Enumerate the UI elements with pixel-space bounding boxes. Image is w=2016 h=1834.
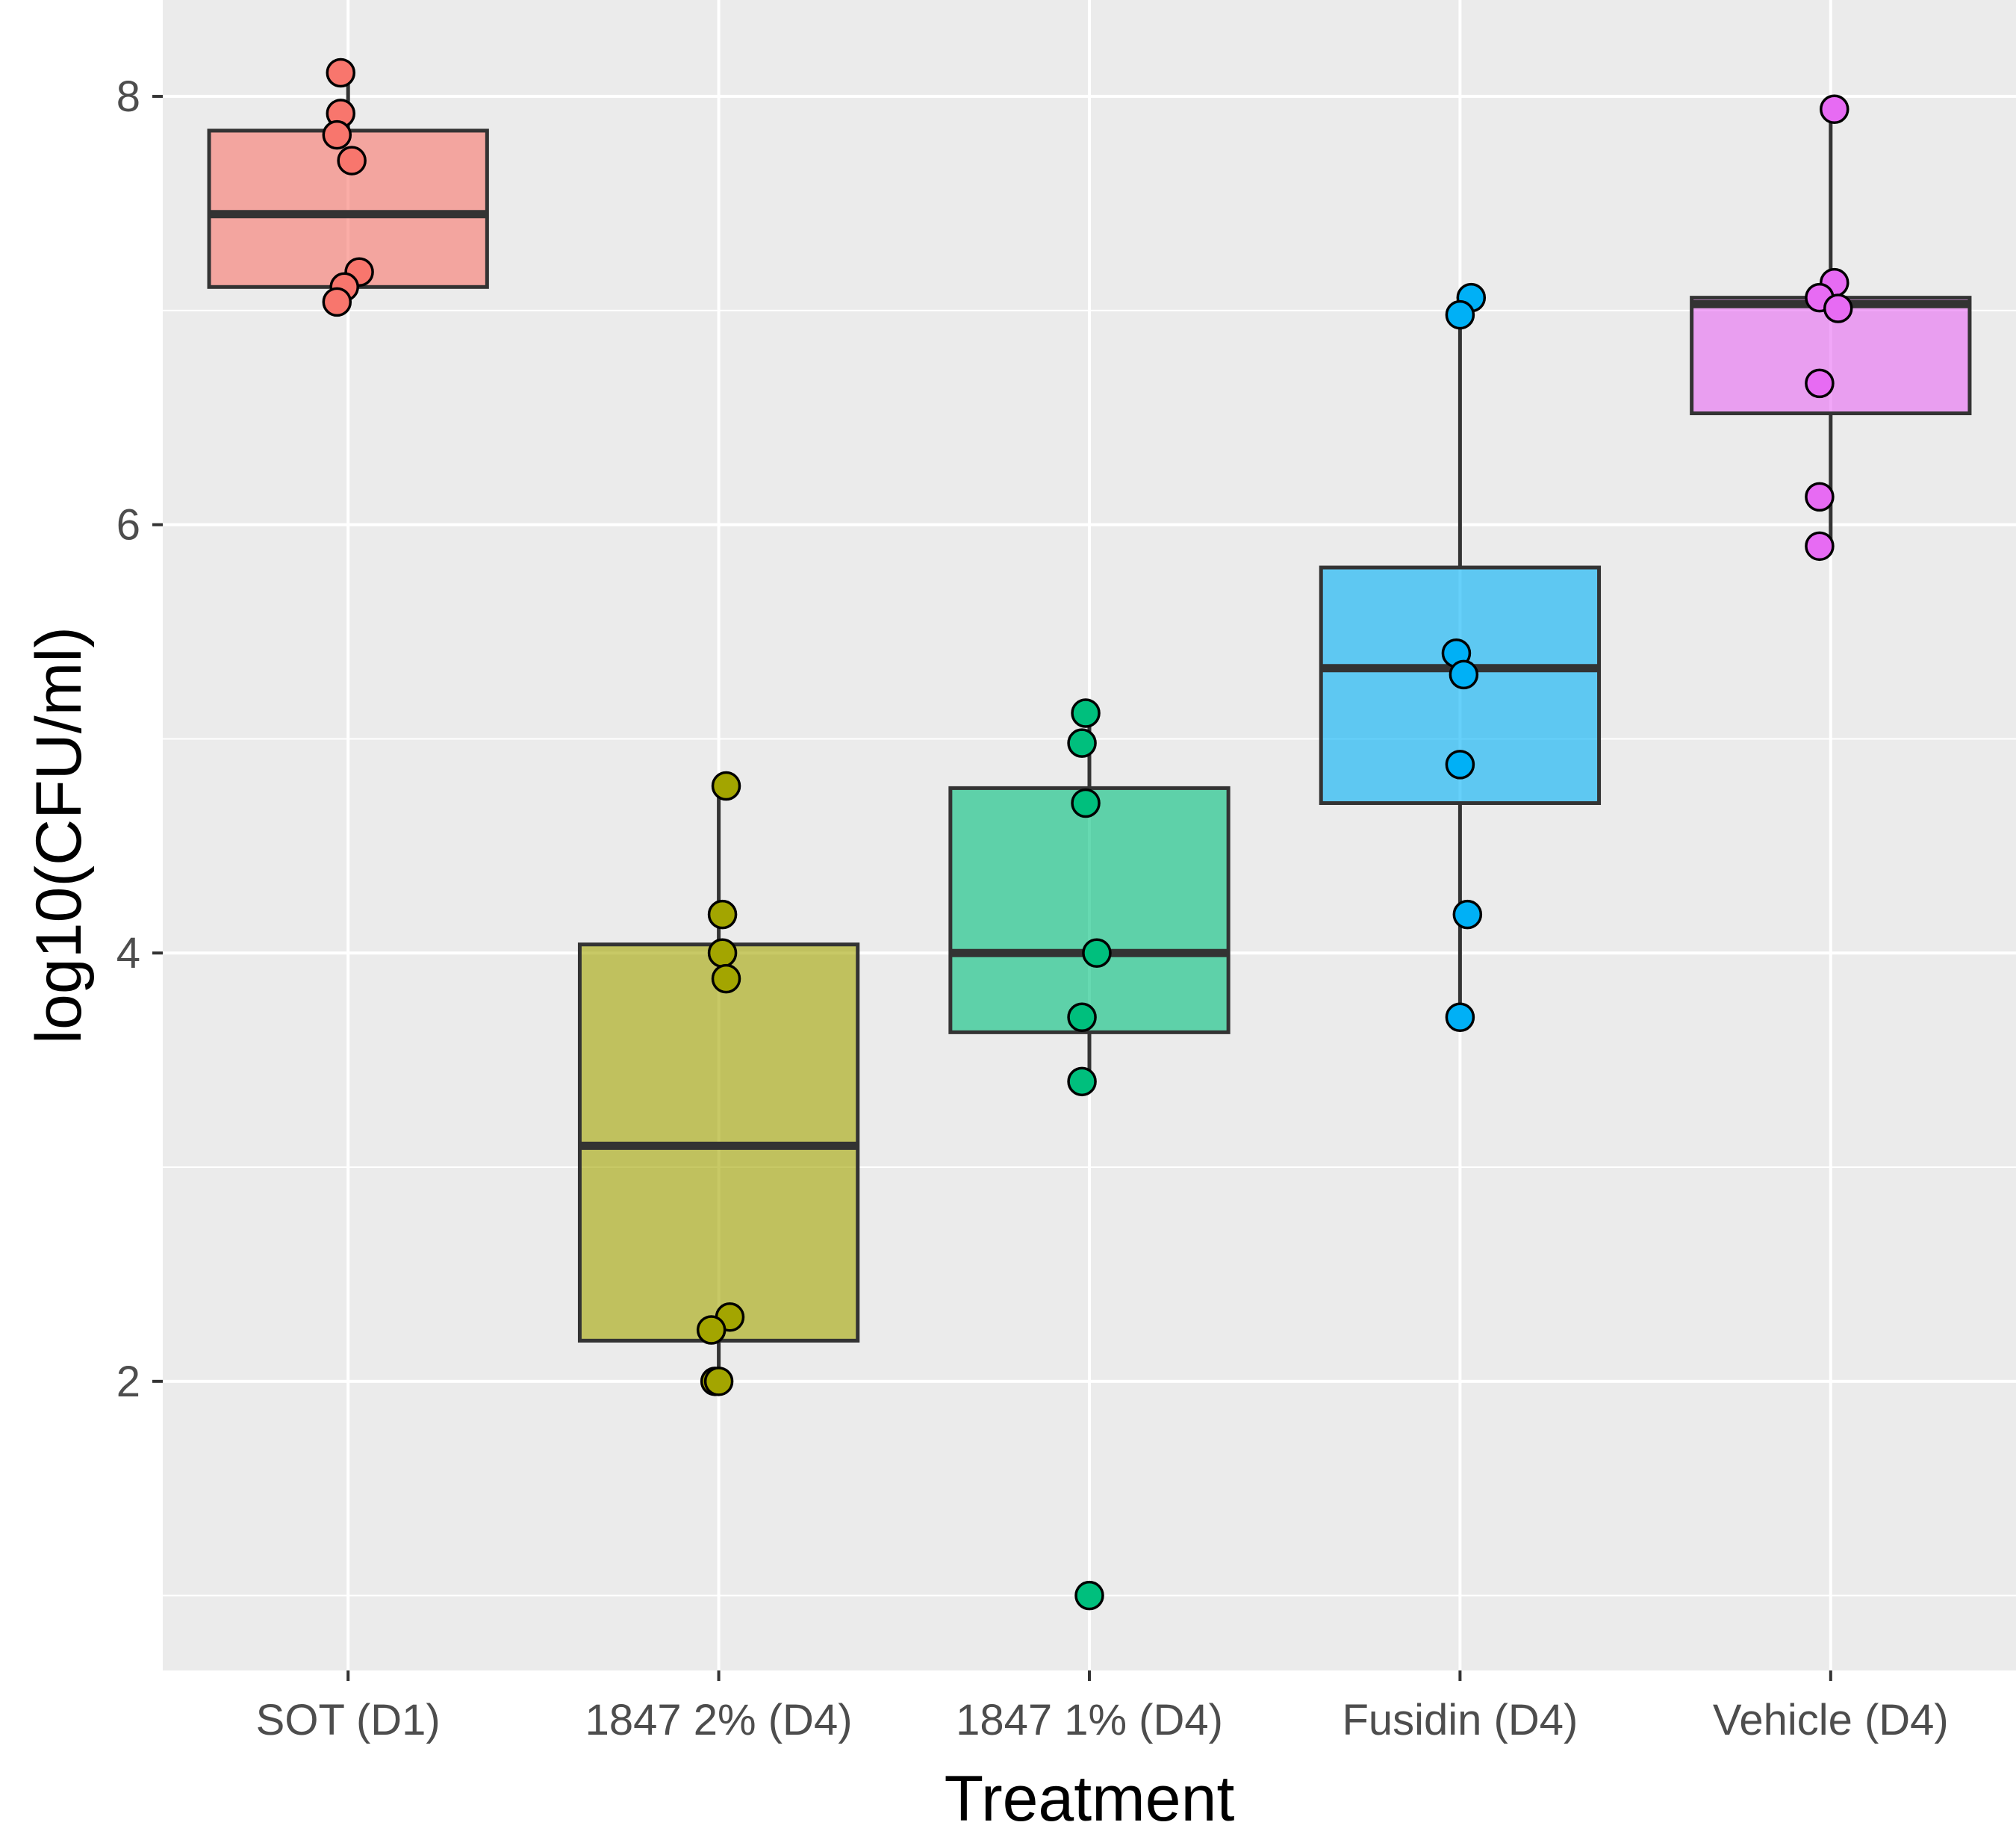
data-point <box>1823 293 1853 323</box>
data-point <box>1071 698 1101 728</box>
data-point <box>326 57 356 88</box>
data-point <box>1067 1066 1097 1097</box>
x-tick-label: Fusidin (D4) <box>1342 1696 1578 1744</box>
data-point <box>1445 299 1475 330</box>
data-point <box>322 119 352 150</box>
data-point <box>1805 531 1835 562</box>
data-point <box>1067 728 1097 758</box>
data-point <box>696 1315 727 1345</box>
data-point <box>711 963 741 994</box>
data-point <box>337 146 367 175</box>
data-point <box>707 938 738 968</box>
data-point <box>707 899 738 930</box>
y-tick-label: 8 <box>116 72 140 121</box>
y-tick-label: 6 <box>116 501 140 550</box>
y-tick-label: 2 <box>116 1358 140 1406</box>
x-axis-title: Treatment <box>945 1763 1235 1834</box>
points-layer <box>322 57 1853 1611</box>
x-tick-label: 1847 2% (D4) <box>585 1696 853 1744</box>
x-tick-label: SOT (D1) <box>256 1696 441 1744</box>
data-point <box>1445 1002 1475 1033</box>
data-point <box>703 1367 734 1396</box>
boxes-layer <box>207 72 1972 1381</box>
y-axis-title: log10(CFU/ml) <box>23 627 95 1044</box>
y-tick-label: 4 <box>116 929 140 977</box>
x-tick-label: Vehicle (D4) <box>1713 1696 1949 1744</box>
data-point <box>1082 938 1112 968</box>
x-tick-label: 1847 1% (D4) <box>956 1696 1223 1744</box>
data-point <box>711 771 741 801</box>
y-axis: 2 4 6 8 <box>116 72 163 1406</box>
x-axis: SOT (D1) 1847 2% (D4) 1847 1% (D4) Fusidin … <box>256 1670 1949 1744</box>
data-point <box>1067 1002 1097 1033</box>
data-point <box>1449 659 1479 690</box>
data-point <box>1074 1580 1104 1611</box>
data-point <box>1805 368 1835 399</box>
data-point <box>1445 750 1475 780</box>
data-point <box>1820 94 1849 125</box>
data-point <box>1805 482 1835 512</box>
data-point <box>1071 788 1101 818</box>
box <box>948 786 1231 1034</box>
data-point <box>322 287 352 317</box>
data-point <box>1452 899 1483 930</box>
